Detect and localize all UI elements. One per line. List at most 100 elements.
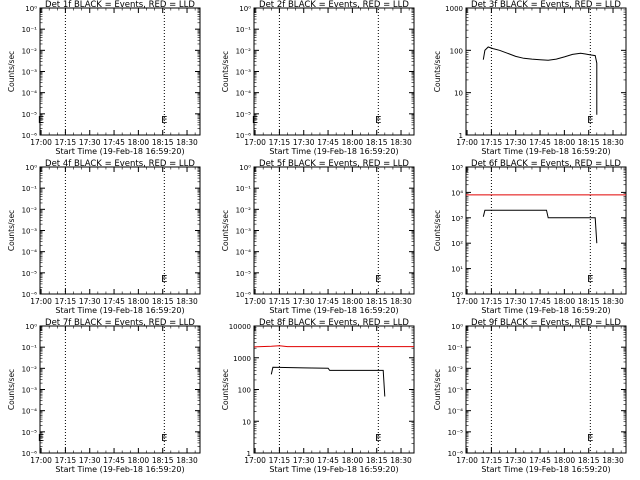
y-tick-label: 10000 xyxy=(229,323,251,331)
x-tick-label: 18:00 xyxy=(342,456,364,465)
x-tick-label: 18:30 xyxy=(390,138,412,147)
y-tick-label: 10³ xyxy=(451,215,463,223)
y-tick-label: 10⁻⁴ xyxy=(22,249,38,257)
y-axis-label: Counts/sec xyxy=(221,210,230,251)
x-tick-label: 17:45 xyxy=(103,297,125,306)
y-tick-label: 10⁻⁵ xyxy=(448,429,464,437)
x-axis-label: Start Time (19-Feb-18 16:59:20) xyxy=(55,147,184,156)
event-mark-e: E xyxy=(38,433,44,444)
y-tick-label: 10⁻³ xyxy=(236,69,252,77)
x-tick-label: 18:15 xyxy=(152,138,174,147)
x-tick-label: 17:45 xyxy=(103,138,125,147)
event-mark-e: E xyxy=(587,274,593,285)
events-series-line xyxy=(482,209,598,244)
event-mark-e: E xyxy=(587,433,593,444)
panel-det-5: Det 5f BLACK = Events, RED = LLD 10⁻⁶ 10⁻⁵… xyxy=(221,159,415,315)
x-tick-label: 17:15 xyxy=(481,297,503,306)
x-tick-label: 17:00 xyxy=(30,297,52,306)
y-tick-label: 10⁻⁶ xyxy=(448,450,464,458)
panel-det-9: Det 9f BLACK = Events, RED = LLD 10⁻⁶ 10⁻⁵… xyxy=(433,318,627,474)
plot-frame xyxy=(465,325,627,454)
y-tick-label: 10¹ xyxy=(451,266,463,274)
plot-frame xyxy=(39,325,201,454)
y-tick-label: 10⁻⁶ xyxy=(22,291,38,299)
y-tick-label: 10⁻¹ xyxy=(236,26,252,34)
plot-frame xyxy=(253,325,415,454)
x-tick-label: 18:00 xyxy=(128,297,150,306)
y-tick-label: 10⁻⁴ xyxy=(22,90,38,98)
plot-frame xyxy=(465,7,627,136)
panel-det-2: Det 2f BLACK = Events, RED = LLD 10⁻⁶ 10⁻⁵… xyxy=(221,0,415,156)
y-tick-label: 10 xyxy=(242,418,251,426)
x-tick-label: 18:30 xyxy=(176,138,198,147)
y-tick-label: 10⁻² xyxy=(22,206,38,214)
x-tick-label: 17:00 xyxy=(244,456,266,465)
y-tick-label: 10⁻⁴ xyxy=(448,408,464,416)
event-mark-e: E xyxy=(161,274,167,285)
panel-det-7: Det 7f BLACK = Events, RED = LLD 10⁻⁶ 10⁻⁵… xyxy=(7,318,201,474)
x-tick-label: 17:15 xyxy=(269,456,291,465)
x-axis-label: Start Time (19-Feb-18 16:59:20) xyxy=(55,306,184,315)
x-tick-label: 17:00 xyxy=(456,138,478,147)
x-tick-label: 18:15 xyxy=(152,456,174,465)
y-tick-label: 10⁴ xyxy=(451,189,463,197)
x-tick-label: 17:30 xyxy=(79,138,101,147)
x-tick-label: 18:30 xyxy=(176,456,198,465)
x-tick-label: 17:30 xyxy=(505,456,527,465)
x-tick-label: 17:00 xyxy=(456,297,478,306)
y-tick-label: 10⁻² xyxy=(22,365,38,373)
x-tick-label: 17:00 xyxy=(30,456,52,465)
chart-title: Det 7f BLACK = Events, RED = LLD xyxy=(45,318,195,328)
x-tick-label: 17:45 xyxy=(529,297,551,306)
x-tick-label: 17:15 xyxy=(481,138,503,147)
x-tick-label: 17:45 xyxy=(317,297,339,306)
x-axis-label: Start Time (19-Feb-18 16:59:20) xyxy=(55,465,184,474)
x-axis-label: Start Time (19-Feb-18 16:59:20) xyxy=(269,306,398,315)
x-tick-label: 18:15 xyxy=(366,297,388,306)
x-tick-label: 17:00 xyxy=(244,138,266,147)
x-tick-label: 17:45 xyxy=(529,138,551,147)
y-tick-label: 10⁻⁴ xyxy=(22,408,38,416)
events-series-line xyxy=(270,366,386,397)
plot-frame xyxy=(39,166,201,295)
lld-series-line xyxy=(253,345,414,348)
y-axis-label: Counts/sec xyxy=(7,51,16,92)
plot-frame xyxy=(39,7,201,136)
y-tick-label: 10⁻⁵ xyxy=(22,270,38,278)
y-tick-label: 10⁻⁵ xyxy=(22,429,38,437)
x-tick-label: 17:30 xyxy=(505,138,527,147)
event-mark-e: E xyxy=(375,115,381,126)
x-tick-label: 17:15 xyxy=(269,297,291,306)
x-tick-label: 18:15 xyxy=(366,138,388,147)
y-tick-label: 10⁰ xyxy=(451,291,463,299)
y-tick-label: 10⁻² xyxy=(236,47,252,55)
x-tick-label: 17:45 xyxy=(529,456,551,465)
x-tick-label: 18:30 xyxy=(602,297,624,306)
y-tick-label: 10⁰ xyxy=(239,164,251,172)
y-tick-label: 10⁻² xyxy=(236,206,252,214)
chart-title: Det 1f BLACK = Events, RED = LLD xyxy=(45,0,195,10)
x-tick-label: 18:00 xyxy=(554,138,576,147)
y-tick-label: 10⁻³ xyxy=(236,228,252,236)
events-series-line xyxy=(482,46,598,115)
y-axis-label: Counts/sec xyxy=(221,369,230,410)
panel-det-3: Det 3f BLACK = Events, RED = LLD 1 10 100 10… xyxy=(433,0,627,156)
x-axis-label: Start Time (19-Feb-18 16:59:20) xyxy=(481,147,610,156)
panel-det-4: Det 4f BLACK = Events, RED = LLD 10⁻⁶ 10⁻⁵… xyxy=(7,159,201,315)
event-mark-e: E xyxy=(587,115,593,126)
y-axis-label: Counts/sec xyxy=(7,369,16,410)
x-axis-label: Start Time (19-Feb-18 16:59:20) xyxy=(269,465,398,474)
y-tick-label: 10² xyxy=(451,240,463,248)
y-tick-label: 100 xyxy=(450,47,463,55)
x-tick-label: 18:00 xyxy=(554,456,576,465)
x-tick-label: 17:45 xyxy=(317,138,339,147)
x-tick-label: 17:00 xyxy=(30,138,52,147)
y-tick-label: 10⁻⁶ xyxy=(22,132,38,140)
y-axis-label: Counts/sec xyxy=(433,51,442,92)
y-tick-label: 10⁻⁶ xyxy=(236,132,252,140)
plot-frame xyxy=(253,7,415,136)
x-tick-label: 17:30 xyxy=(79,456,101,465)
x-tick-label: 18:15 xyxy=(152,297,174,306)
y-axis-label: Counts/sec xyxy=(7,210,16,251)
x-tick-label: 17:30 xyxy=(505,297,527,306)
